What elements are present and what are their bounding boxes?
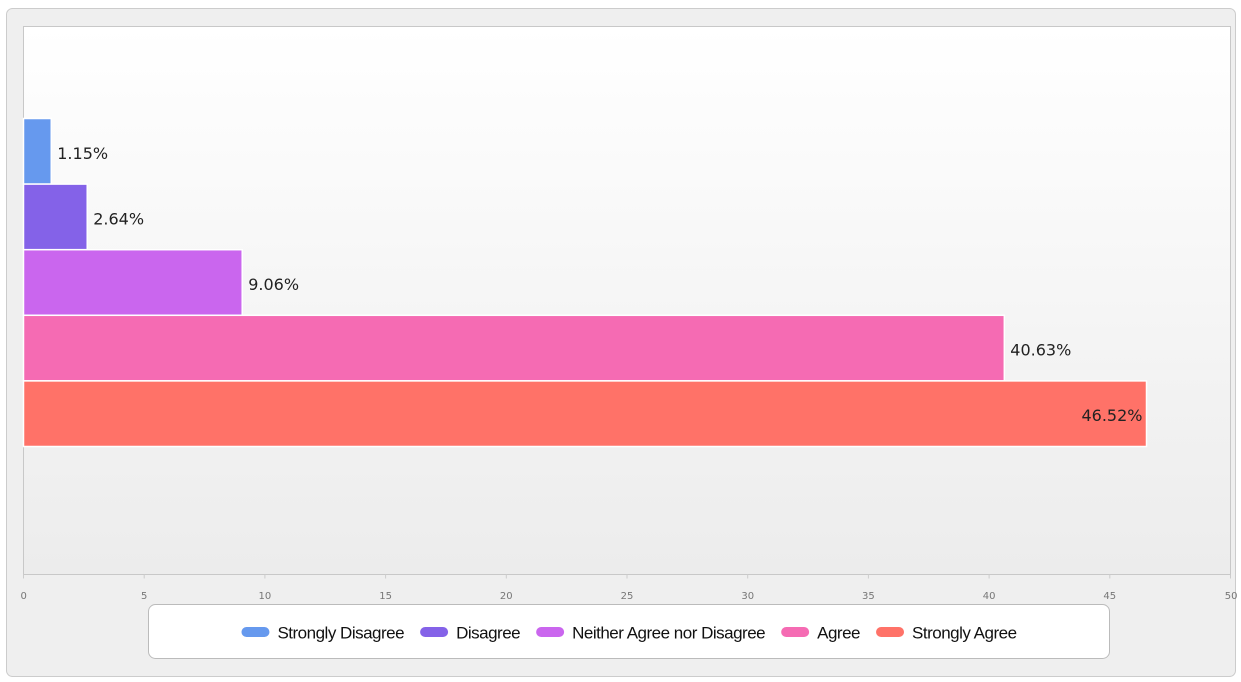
x-tick-label: 20: [500, 591, 513, 602]
x-tick-label: 35: [862, 591, 875, 602]
x-tick-label: 50: [1225, 591, 1238, 602]
bar: [22, 248, 243, 317]
value-label: 2.64%: [93, 209, 144, 228]
value-label: 1.15%: [57, 144, 108, 163]
x-tick-label: 40: [983, 591, 996, 602]
bar: [22, 380, 1148, 448]
legend-swatch: [876, 627, 905, 637]
x-tick-label: 25: [621, 591, 634, 602]
x-tick-label: 0: [21, 591, 27, 602]
bar: [22, 183, 88, 251]
x-tick-label: 10: [259, 591, 272, 602]
legend-box: [148, 604, 1110, 659]
legend-swatch: [781, 627, 810, 637]
legend-label: Disagree: [456, 623, 520, 642]
bar: [22, 314, 1006, 382]
value-label: 46.52%: [1081, 406, 1142, 425]
legend-label: Strongly Disagree: [277, 623, 404, 642]
legend-label: Neither Agree nor Disagree: [572, 623, 765, 642]
legend-swatch: [420, 627, 449, 637]
x-tick-label: 45: [1103, 591, 1116, 602]
value-label: 40.63%: [1010, 341, 1071, 360]
legend-label: Strongly Agree: [912, 623, 1017, 642]
legend-swatch: [536, 627, 565, 637]
x-tick-label: 15: [379, 591, 392, 602]
bar: [22, 117, 53, 185]
legend-label: Agree: [817, 623, 860, 642]
legend-swatch: [241, 627, 270, 637]
x-tick-label: 5: [141, 591, 147, 602]
value-label: 9.06%: [248, 275, 299, 294]
x-tick-label: 30: [741, 591, 754, 602]
